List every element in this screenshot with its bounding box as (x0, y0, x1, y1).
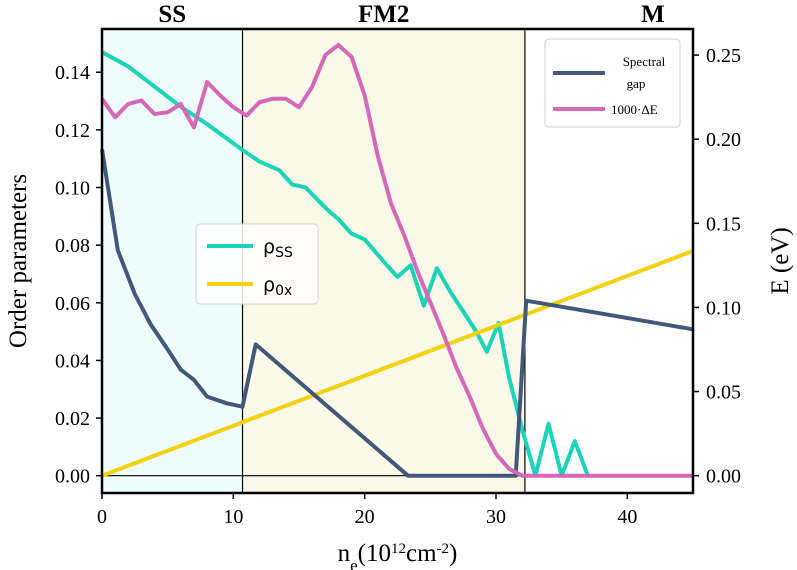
legend-left-box (195, 223, 319, 305)
y-left-tick-label: 0.12 (55, 120, 90, 142)
y-left-tick-label: 0.06 (55, 293, 90, 315)
legend-right-label-1a: Spectral (623, 54, 666, 69)
y-right-axis-label: E (eV) (767, 227, 794, 294)
legend-left-label-1: ρSS (263, 236, 293, 261)
x-tick-label: 40 (617, 506, 637, 528)
y-left-tick-label: 0.02 (55, 408, 90, 430)
series-line-3 (100, 148, 694, 478)
y-right-tick-label: 0.00 (706, 466, 741, 488)
y-right-tick-label: 0.15 (706, 213, 741, 235)
y-left-tick-label: 0.04 (55, 350, 90, 372)
x-tick-label: 10 (223, 506, 243, 528)
plot-border (100, 27, 695, 495)
y-right-tick-label: 0.25 (706, 45, 741, 67)
legend-right-label-1b: gap (627, 76, 646, 91)
series-lines (100, 43, 694, 478)
phase-label-m: M (641, 1, 665, 28)
y-left-tick-label: 0.14 (55, 62, 90, 84)
series-line-4 (100, 43, 693, 478)
plot-frame (100, 27, 695, 495)
x-tick-label: 30 (486, 506, 506, 528)
y-right-tick-label: 0.20 (706, 129, 741, 151)
y-right-tick-label: 0.05 (706, 382, 741, 404)
x-axis-label: ne(1012cm-2) (338, 540, 458, 570)
x-tick-label: 0 (97, 506, 107, 528)
series-line-2 (101, 249, 694, 478)
phase-label-fm2: FM2 (358, 1, 409, 28)
legend-left-label-2: ρ0x (263, 274, 292, 299)
y-left-tick-label: 0.10 (55, 178, 90, 200)
y-left-tick-label: 0.00 (55, 466, 90, 488)
y-left-tick-label: 0.08 (55, 235, 90, 257)
ticks: 0 10 20 30 40 0.00 0.02 0.04 0.06 0.08 0.10 0.12 0.1… (55, 45, 741, 528)
y-right-tick-label: 0.10 (706, 297, 741, 319)
legend-right-label-2: 1000·ΔE (611, 102, 658, 117)
phase-label-ss: SS (158, 1, 186, 28)
legends: ρSS ρ0x Spectral gap 1000·ΔE (195, 38, 681, 305)
legend-right-box (544, 38, 681, 128)
series-line-1 (101, 50, 590, 478)
x-tick-label: 20 (355, 506, 375, 528)
labels: SS FM2 Mne(1012cm-2) Order parameters E (eV) (5, 1, 794, 570)
y-left-axis-label: Order parameters (5, 174, 32, 348)
